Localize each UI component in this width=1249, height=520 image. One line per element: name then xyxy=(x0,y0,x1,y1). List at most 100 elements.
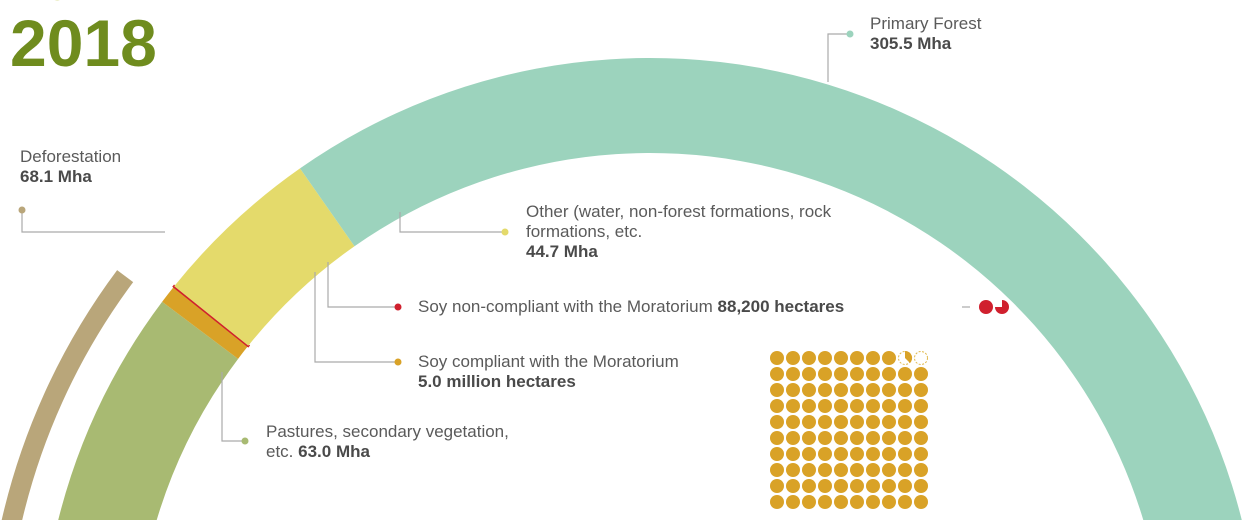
dot xyxy=(770,431,784,445)
red-dot xyxy=(979,300,993,314)
dot xyxy=(818,495,832,509)
dot xyxy=(786,415,800,429)
dot xyxy=(802,447,816,461)
dot xyxy=(834,447,848,461)
dot xyxy=(802,431,816,445)
dot xyxy=(866,431,880,445)
dot xyxy=(394,358,402,366)
dot xyxy=(850,495,864,509)
label: Other (water, non-forest formations, roc… xyxy=(526,202,832,261)
leaders xyxy=(21,33,970,442)
dot xyxy=(834,351,848,365)
dot xyxy=(898,447,912,461)
dot xyxy=(802,351,816,365)
dot xyxy=(914,431,928,445)
label: Soy compliant with the Moratorium 5.0 mil… xyxy=(418,352,679,391)
deforestation-arc xyxy=(1,270,134,520)
dot xyxy=(802,415,816,429)
dot xyxy=(914,447,928,461)
label: Soy non-compliant with the Moratorium 88… xyxy=(418,297,845,316)
dot xyxy=(866,495,880,509)
arc-segment xyxy=(174,168,355,346)
dot xyxy=(241,437,249,445)
dot xyxy=(770,447,784,461)
label: Pastures, secondary vegetation, etc. 63.… xyxy=(266,422,509,461)
title: 2018 xyxy=(10,6,157,80)
dot xyxy=(914,399,928,413)
dot xyxy=(818,463,832,477)
dot xyxy=(834,383,848,397)
dot-outline xyxy=(914,351,928,365)
dot xyxy=(802,479,816,493)
leader-line xyxy=(314,272,398,363)
dot xyxy=(834,367,848,381)
dot xyxy=(834,431,848,445)
dot xyxy=(770,479,784,493)
dot xyxy=(834,495,848,509)
leader-line xyxy=(399,212,505,233)
dot xyxy=(882,351,896,365)
dot xyxy=(914,415,928,429)
dot xyxy=(866,383,880,397)
dot xyxy=(882,383,896,397)
dot xyxy=(18,206,26,214)
dot xyxy=(882,367,896,381)
dot xyxy=(818,399,832,413)
arc-segment xyxy=(172,284,251,348)
dot xyxy=(834,463,848,477)
dot xyxy=(898,463,912,477)
dot xyxy=(834,415,848,429)
dot xyxy=(770,463,784,477)
dot xyxy=(898,399,912,413)
dot xyxy=(866,415,880,429)
dot xyxy=(786,399,800,413)
dot xyxy=(786,463,800,477)
arc-segment xyxy=(162,286,249,359)
dot xyxy=(818,415,832,429)
dot xyxy=(850,431,864,445)
label: Deforestation 68.1 Mha xyxy=(20,147,122,186)
dot xyxy=(882,415,896,429)
dot xyxy=(898,431,912,445)
dot xyxy=(882,399,896,413)
dot xyxy=(914,463,928,477)
dot xyxy=(770,399,784,413)
dot xyxy=(850,447,864,461)
dot xyxy=(786,479,800,493)
dot xyxy=(846,30,854,38)
dot xyxy=(866,447,880,461)
dot xyxy=(802,399,816,413)
dot xyxy=(786,383,800,397)
dot xyxy=(770,495,784,509)
dot xyxy=(818,383,832,397)
dot xyxy=(850,399,864,413)
dot xyxy=(850,415,864,429)
dot xyxy=(850,479,864,493)
dot xyxy=(866,367,880,381)
dot xyxy=(866,479,880,493)
dot xyxy=(818,431,832,445)
dot xyxy=(882,463,896,477)
label: Primary Forest 305.5 Mha xyxy=(870,14,982,53)
dot xyxy=(898,479,912,493)
dot xyxy=(786,367,800,381)
leader-line xyxy=(21,210,165,233)
dot xyxy=(882,495,896,509)
dot xyxy=(850,351,864,365)
dot xyxy=(802,367,816,381)
dot xyxy=(914,383,928,397)
dot xyxy=(770,367,784,381)
dot xyxy=(914,495,928,509)
dot xyxy=(770,351,784,365)
dot xyxy=(786,351,800,365)
dot xyxy=(818,351,832,365)
dot xyxy=(802,495,816,509)
dot xyxy=(898,415,912,429)
dot xyxy=(914,367,928,381)
dot xyxy=(882,431,896,445)
dot xyxy=(770,383,784,397)
dot xyxy=(786,431,800,445)
dot xyxy=(818,479,832,493)
